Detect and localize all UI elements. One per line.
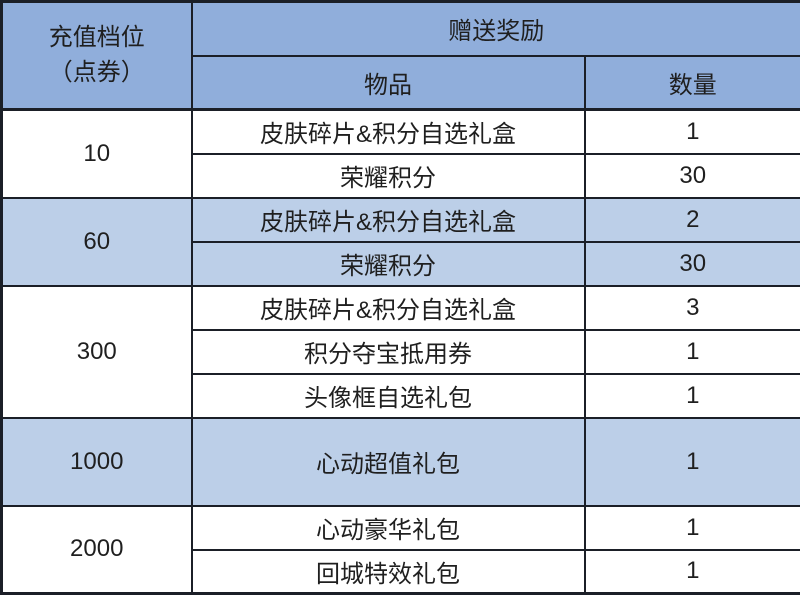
- tier-cell-1000: 1000: [2, 418, 192, 506]
- item-name: 荣耀积分: [192, 242, 585, 286]
- item-name: 皮肤碎片&积分自选礼盒: [192, 110, 585, 154]
- item-qty: 1: [585, 374, 800, 418]
- item-qty: 30: [585, 154, 800, 198]
- item-name: 皮肤碎片&积分自选礼盒: [192, 286, 585, 330]
- item-qty: 1: [585, 418, 800, 506]
- header-tier-line1: 充值档位: [3, 21, 191, 56]
- item-qty: 3: [585, 286, 800, 330]
- header-qty: 数量: [585, 56, 800, 110]
- tier-cell-2000: 2000: [2, 506, 192, 594]
- tier-cell-300: 300: [2, 286, 192, 418]
- header-rewards: 赠送奖励: [192, 2, 800, 56]
- item-name: 荣耀积分: [192, 154, 585, 198]
- header-tier-line2: （点券）: [3, 56, 191, 91]
- item-name: 心动豪华礼包: [192, 506, 585, 550]
- header-item: 物品: [192, 56, 585, 110]
- item-qty: 1: [585, 110, 800, 154]
- item-qty: 1: [585, 506, 800, 550]
- tier-cell-60: 60: [2, 198, 192, 286]
- item-name: 皮肤碎片&积分自选礼盒: [192, 198, 585, 242]
- item-name: 头像框自选礼包: [192, 374, 585, 418]
- item-qty: 1: [585, 330, 800, 374]
- item-name: 积分夺宝抵用券: [192, 330, 585, 374]
- header-tier: 充值档位 （点券）: [2, 2, 192, 110]
- tier-cell-10: 10: [2, 110, 192, 198]
- item-qty: 2: [585, 198, 800, 242]
- item-name: 回城特效礼包: [192, 550, 585, 594]
- item-qty: 1: [585, 550, 800, 594]
- item-name: 心动超值礼包: [192, 418, 585, 506]
- item-qty: 30: [585, 242, 800, 286]
